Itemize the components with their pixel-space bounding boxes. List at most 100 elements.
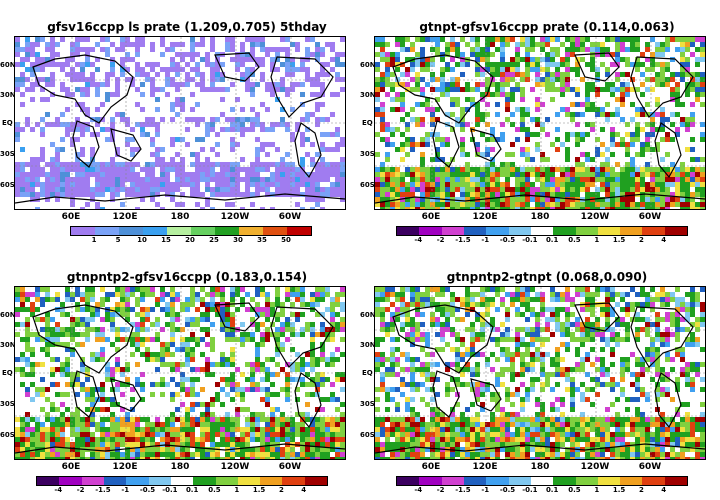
lon-label: 60E — [421, 462, 441, 472]
colorbar-swatch — [215, 477, 238, 485]
colorbar-tick-label: -2 — [76, 486, 85, 494]
colorbar-tick-label: -2 — [436, 236, 445, 244]
panel-title: gtnpntp2-gfsv16ccpp (0.183,0.154) — [66, 270, 308, 284]
colorbar-tick-label: 1.5 — [252, 486, 266, 494]
colorbar-tick-label: 2 — [638, 236, 644, 244]
colorbar-swatch — [441, 227, 464, 235]
lon-label: 120E — [112, 212, 138, 222]
lon-label: 60E — [61, 462, 81, 472]
colorbar-tick-label: 1.5 — [612, 236, 626, 244]
panel-title: gfsv16ccpp ls prate (1.209,0.705) 5thday — [47, 20, 327, 34]
colorbar-swatch — [143, 227, 167, 235]
colorbar-swatch — [508, 227, 531, 235]
map-area — [14, 36, 346, 210]
map-field — [375, 37, 705, 209]
colorbar-swatch — [71, 227, 95, 235]
lat-label: 60S — [0, 431, 15, 439]
lat-label: EQ — [2, 369, 13, 377]
lat-label: 30N — [360, 341, 376, 349]
colorbar-swatch — [239, 227, 263, 235]
map-area — [374, 286, 706, 460]
colorbar-swatch — [486, 227, 509, 235]
map-field — [15, 37, 345, 209]
colorbar-swatch — [553, 477, 576, 485]
lon-label: 120E — [472, 212, 498, 222]
colorbar-tick-label: 2 — [638, 486, 644, 494]
panel-title: gtnpntp2-gtnpt (0.068,0.090) — [446, 270, 648, 284]
colorbar-swatch — [59, 477, 82, 485]
panel-gtnpntp2-gtnpt-diff: gtnpntp2-gtnpt (0.068,0.090) 60N 30N EQ … — [360, 250, 720, 500]
colorbar-swatch — [304, 477, 328, 485]
colorbar-swatch — [620, 227, 643, 235]
colorbar-swatch — [126, 477, 149, 485]
lat-label: 30S — [360, 400, 375, 408]
colorbar-tick-label: 1 — [91, 236, 97, 244]
colorbar-labels: -4 -2 -1.5 -1 -0.5 -0.1 0.1 0.5 1 1.5 2 4 — [396, 486, 686, 496]
colorbar — [70, 226, 312, 236]
lat-label: 60N — [360, 311, 376, 319]
colorbar-labels: -4 -2 -1.5 -1 -0.5 -0.1 0.1 0.5 1 1.5 2 4 — [36, 486, 326, 496]
colorbar-swatch — [508, 477, 531, 485]
colorbar-tick-label: 4 — [661, 486, 667, 494]
colorbar-tick-label: 50 — [281, 236, 291, 244]
lon-label: 120W — [220, 462, 250, 472]
lat-label: 30N — [0, 91, 16, 99]
colorbar-tick-label: 1.5 — [612, 486, 626, 494]
colorbar-tick-label: 5 — [115, 236, 121, 244]
colorbar-swatch — [553, 227, 576, 235]
colorbar-tick-label: -1 — [481, 236, 490, 244]
colorbar-swatch — [530, 477, 554, 485]
colorbar-swatch — [463, 477, 487, 485]
colorbar-swatch — [397, 477, 420, 485]
colorbar-labels: 1 5 10 15 20 25 30 35 50 — [70, 236, 310, 246]
colorbar-tick-label: -0.5 — [139, 486, 156, 494]
colorbar-tick-label: 35 — [257, 236, 267, 244]
colorbar-swatch — [167, 227, 191, 235]
lon-label: 120W — [220, 212, 250, 222]
colorbar-swatch — [664, 477, 688, 485]
lat-label: 60S — [360, 181, 375, 189]
map-field — [375, 287, 705, 459]
colorbar-tick-label: 20 — [185, 236, 195, 244]
colorbar-swatch — [597, 227, 621, 235]
lon-label: 180 — [170, 212, 190, 222]
colorbar-tick-label: -1.5 — [455, 486, 471, 494]
colorbar-swatch — [215, 227, 239, 235]
map-area — [374, 36, 706, 210]
colorbar-swatch — [441, 477, 464, 485]
colorbar-tick-label: 1 — [594, 486, 600, 494]
colorbar-swatch — [287, 227, 311, 235]
colorbar-swatch — [260, 477, 283, 485]
panel-title: gtnpt-gfsv16ccpp prate (0.114,0.063) — [419, 20, 675, 34]
colorbar-swatch — [191, 227, 215, 235]
colorbar-tick-label: 4 — [661, 236, 667, 244]
colorbar-tick-label: -0.1 — [522, 236, 538, 244]
lon-label: 60W — [638, 462, 662, 472]
colorbar-tick-label: 0.1 — [545, 236, 559, 244]
colorbar-swatch — [620, 477, 643, 485]
colorbar-tick-label: -0.5 — [499, 486, 516, 494]
colorbar-swatch — [170, 477, 194, 485]
colorbar-tick-label: 0.1 — [185, 486, 199, 494]
colorbar — [36, 476, 328, 486]
panel-gtnpt-diff: gtnpt-gfsv16ccpp prate (0.114,0.063) 60N… — [360, 0, 720, 250]
panel-gtnpntp2-gfs-diff: gtnpntp2-gfsv16ccpp (0.183,0.154) 60N 30… — [0, 250, 360, 500]
colorbar-swatch — [486, 477, 509, 485]
colorbar-tick-label: -4 — [414, 236, 423, 244]
colorbar-swatch — [263, 227, 287, 235]
lat-label: 30S — [0, 400, 15, 408]
lon-label: 180 — [530, 462, 550, 472]
colorbar-swatch — [81, 477, 104, 485]
colorbar-tick-label: 0.5 — [568, 486, 581, 494]
colorbar-tick-label: -0.1 — [522, 486, 538, 494]
colorbar-tick-label: 15 — [161, 236, 171, 244]
colorbar — [396, 476, 688, 486]
colorbar-tick-label: -1.5 — [95, 486, 111, 494]
colorbar-tick-label: 1 — [594, 236, 600, 244]
colorbar-tick-label: 1 — [234, 486, 240, 494]
colorbar-tick-label: -1 — [481, 486, 490, 494]
colorbar-swatch — [148, 477, 171, 485]
lat-label: 30N — [0, 341, 16, 349]
lat-label: 60N — [0, 311, 16, 319]
colorbar-swatch — [664, 227, 688, 235]
